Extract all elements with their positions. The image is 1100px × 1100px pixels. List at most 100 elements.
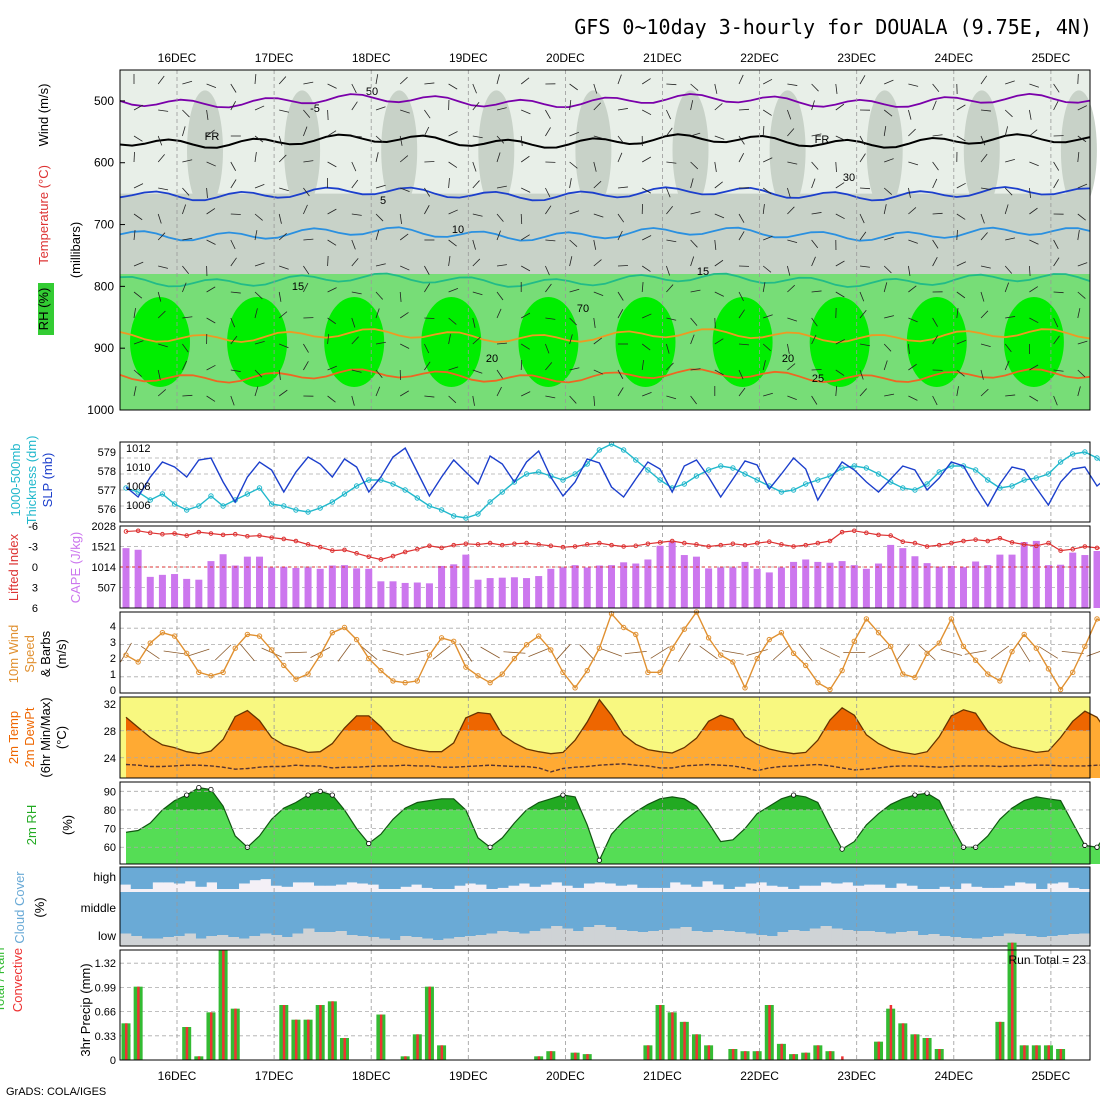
- wind-barb: [279, 187, 289, 192]
- bottom-date-label: 16DEC: [158, 1069, 197, 1083]
- wind-barb: [593, 259, 602, 267]
- panel-slp-thickness: 579 578 577 576 1012 1010 1008 1006 1000-500mb Th…: [8, 436, 1100, 524]
- thickness-point: [463, 515, 469, 521]
- wind-barb: [868, 647, 889, 658]
- cape-bar: [547, 568, 555, 608]
- wind-speed-point: [681, 626, 688, 632]
- isotherm-line: [119, 92, 1091, 109]
- low-cloud-bar: [896, 932, 908, 946]
- wind-barb: [327, 255, 329, 267]
- wind-barb: [1077, 105, 1087, 111]
- wind-barb: [980, 187, 991, 190]
- thickness-point: [803, 481, 809, 487]
- low-cloud-bar: [411, 937, 423, 946]
- wind-barb: [690, 211, 701, 215]
- wind-barb: [496, 230, 501, 241]
- cape-bar: [134, 549, 142, 608]
- cape-tick-label: 1521: [92, 542, 116, 554]
- wind-barb: [182, 265, 190, 275]
- lifted-index-point: [293, 538, 299, 544]
- thickness-point: [633, 457, 639, 463]
- wind-speed-point: [317, 652, 323, 658]
- high-cloud-bar: [357, 867, 369, 884]
- wind-barb: [182, 109, 190, 118]
- wind-barb: [666, 362, 674, 371]
- wind-speed-point: [863, 616, 870, 622]
- contour-label: 15: [292, 281, 304, 293]
- wind-barb: [787, 83, 798, 86]
- wind-speed-point: [378, 667, 384, 674]
- cloud-level-label: low: [98, 929, 116, 943]
- wind-speed-point: [426, 652, 433, 658]
- high-cloud-bar: [896, 867, 908, 884]
- high-cloud-bar: [982, 867, 994, 888]
- side-label: 10m Wind: [6, 625, 21, 684]
- thickness-point: [317, 505, 323, 511]
- cape-bar: [377, 581, 385, 608]
- wind-barb: [133, 386, 137, 397]
- precip-convective-bar: [780, 1043, 783, 1060]
- cape-bar: [753, 568, 761, 608]
- wind-barb: [690, 100, 694, 111]
- cape-bar: [717, 567, 725, 608]
- lifted-index-point: [766, 539, 772, 545]
- lifted-index-point: [184, 533, 189, 538]
- lifted-index-point: [827, 538, 833, 544]
- rh-cloud-column: [769, 90, 806, 211]
- wind-barb: [254, 386, 259, 397]
- precip-convective-bar: [574, 1052, 577, 1060]
- lifted-index-point: [330, 548, 335, 553]
- top-date-label: 16DEC: [158, 51, 197, 65]
- wind-barb: [406, 649, 429, 656]
- lifted-index-point: [669, 538, 675, 544]
- wind-barb: [133, 230, 136, 241]
- thickness-point: [718, 463, 724, 469]
- wind-barb: [956, 308, 959, 319]
- wind-barb: [593, 395, 596, 406]
- wind-barb: [351, 317, 356, 328]
- side-label: (°C): [54, 726, 69, 749]
- low-cloud-bar: [1014, 934, 1026, 946]
- wind-speed-point: [1082, 643, 1088, 650]
- high-cloud-bar: [141, 867, 153, 889]
- lifted-index-point: [354, 551, 359, 556]
- wind-barb: [835, 369, 845, 376]
- wind-barb: [617, 108, 628, 111]
- lifted-index-point: [487, 540, 493, 546]
- cape-bar: [692, 556, 700, 608]
- wind-barb: [1029, 317, 1039, 324]
- lifted-index-point: [1034, 543, 1039, 549]
- wind-speed-point: [596, 645, 603, 651]
- wind-barb: [448, 395, 457, 404]
- wind-barb: [375, 106, 386, 111]
- isotherm-line: [119, 328, 1091, 344]
- low-cloud-bar: [745, 933, 757, 946]
- low-cloud-bar: [443, 938, 455, 946]
- wind-barb: [811, 256, 816, 267]
- wind-barb: [521, 312, 531, 319]
- precip-convective-bar: [197, 1056, 201, 1060]
- thickness-point: [183, 507, 190, 513]
- lifted-index-point: [257, 533, 262, 538]
- cape-bar: [474, 579, 482, 608]
- wind-barb: [835, 103, 845, 111]
- high-cloud-bar: [454, 867, 466, 886]
- wind-barb: [883, 204, 887, 215]
- cape-bar: [450, 564, 458, 608]
- rh-cloud-column: [963, 90, 1000, 211]
- wind-barb: [230, 335, 238, 345]
- cape-bar: [559, 567, 567, 608]
- lifted-index-point: [390, 553, 396, 559]
- lifted-index-point: [1058, 548, 1063, 553]
- cape-bar: [996, 554, 1004, 608]
- wind-barb: [1077, 152, 1080, 163]
- low-cloud-bar: [799, 931, 811, 946]
- cape-bar: [535, 576, 543, 608]
- high-cloud-bar: [799, 867, 811, 886]
- low-cloud-bar: [1068, 934, 1080, 946]
- wind-barb: [1004, 265, 1013, 274]
- wind-barb: [617, 265, 629, 267]
- thickness-point: [790, 487, 797, 493]
- high-cloud-bar: [206, 867, 218, 883]
- wind-barb: [819, 647, 841, 658]
